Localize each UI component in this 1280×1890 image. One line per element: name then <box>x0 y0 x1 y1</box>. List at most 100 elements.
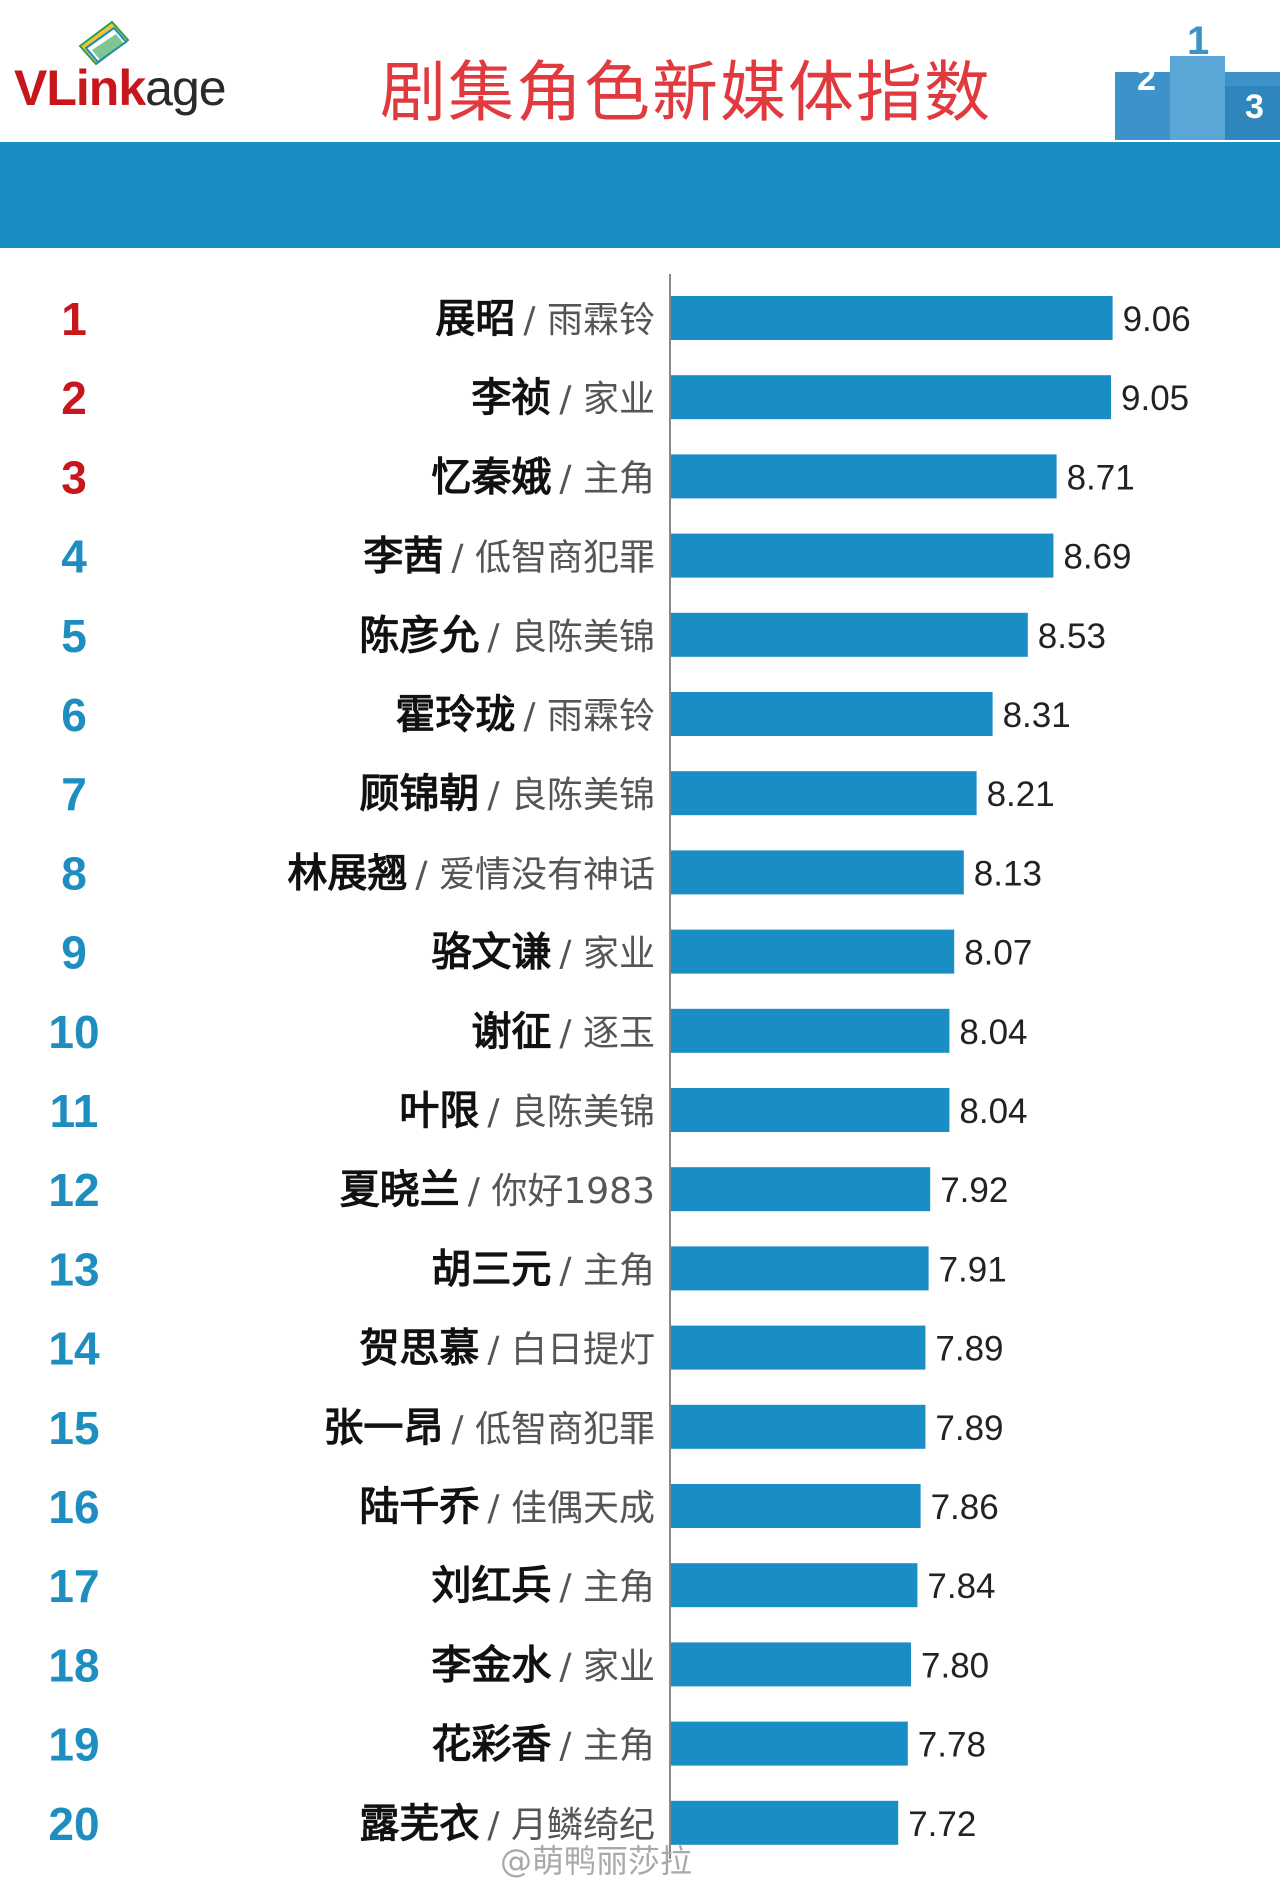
bar <box>671 1404 926 1449</box>
drama-title: 主角 <box>583 458 655 499</box>
bar <box>671 1088 950 1132</box>
bar <box>671 296 1113 340</box>
bar <box>671 1721 908 1766</box>
category-label: 李祯 / 家业 <box>471 375 655 421</box>
podium-rank-3: 3 <box>1245 88 1264 126</box>
chart-row: 16 陆千乔 / 佳偶天成 7.86 <box>48 1481 998 1533</box>
separator: / <box>559 934 583 975</box>
character-name: 叶限 <box>399 1088 479 1134</box>
data-label: 8.13 <box>974 854 1042 893</box>
category-label: 露芜衣 / 月鳞绮纪 <box>359 1801 655 1847</box>
character-name: 李祯 <box>471 375 551 421</box>
chart-row: 4 李茜 / 低智商犯罪 8.69 <box>61 531 1131 583</box>
chart-row: 10 谢征 / 逐玉 8.04 <box>48 1006 1027 1058</box>
category-label: 花彩香 / 主角 <box>431 1722 655 1768</box>
separator: / <box>559 1250 583 1291</box>
separator: / <box>559 379 583 420</box>
bar <box>671 1325 926 1370</box>
rank-label: 10 <box>48 1006 99 1058</box>
separator: / <box>523 696 547 737</box>
bar <box>671 1563 918 1608</box>
chart-row: 11 叶限 / 良陈美锦 8.04 <box>50 1085 1028 1137</box>
data-label: 8.04 <box>959 1092 1027 1131</box>
rank-label: 7 <box>61 768 87 820</box>
chart-row: 14 贺思慕 / 白日提灯 7.89 <box>48 1323 1003 1375</box>
bar <box>671 1800 899 1845</box>
bar <box>671 612 1028 657</box>
drama-title: 主角 <box>583 1567 655 1608</box>
rank-label: 9 <box>61 927 87 979</box>
chart-row: 19 花彩香 / 主角 7.78 <box>48 1719 986 1771</box>
data-label: 9.06 <box>1123 300 1191 339</box>
bar <box>671 1246 929 1291</box>
separator: / <box>415 854 439 895</box>
character-name: 骆文谦 <box>431 930 551 976</box>
separator: / <box>559 458 583 499</box>
chart-row: 13 胡三元 / 主角 7.91 <box>48 1243 1006 1295</box>
category-label: 展昭 / 雨霖铃 <box>435 296 655 342</box>
rank-label: 6 <box>61 689 87 741</box>
rank-label: 3 <box>61 451 87 503</box>
character-name: 花彩香 <box>431 1722 551 1768</box>
category-label: 陆千乔 / 佳偶天成 <box>359 1484 655 1530</box>
character-name: 李茜 <box>363 534 443 580</box>
separator: / <box>559 1013 583 1054</box>
data-label: 7.84 <box>927 1567 995 1606</box>
drama-title: 良陈美锦 <box>511 775 655 816</box>
chart-row: 5 陈彦允 / 良陈美锦 8.53 <box>61 610 1106 662</box>
watermark-text: @萌鸭丽莎拉 <box>500 1842 693 1880</box>
data-label: 8.21 <box>987 775 1055 814</box>
drama-title: 家业 <box>583 379 655 420</box>
separator: / <box>559 1646 583 1687</box>
rank-label: 14 <box>48 1323 100 1375</box>
podium-rank-2: 2 <box>1137 60 1156 98</box>
data-label: 7.92 <box>940 1171 1008 1210</box>
drama-title: 白日提灯 <box>511 1330 655 1371</box>
category-label: 林展翘 / 爱情没有神话 <box>287 850 655 896</box>
separator: / <box>487 1805 511 1846</box>
chart-row: 9 骆文谦 / 家业 8.07 <box>61 927 1032 979</box>
data-label: 7.86 <box>931 1488 999 1527</box>
rank-label: 18 <box>48 1639 99 1691</box>
category-label: 李金水 / 家业 <box>431 1642 655 1688</box>
separator: / <box>523 300 547 341</box>
category-label: 谢征 / 逐玉 <box>471 1009 655 1055</box>
rank-label: 1 <box>61 293 87 345</box>
drama-title: 低智商犯罪 <box>475 538 655 579</box>
character-name: 张一昂 <box>323 1405 443 1451</box>
rank-label: 2 <box>61 372 87 424</box>
category-label: 张一昂 / 低智商犯罪 <box>323 1405 655 1451</box>
rank-label: 5 <box>61 610 87 662</box>
separator: / <box>468 1171 492 1212</box>
subtitle-band <box>0 142 1280 248</box>
separator: / <box>451 538 475 579</box>
drama-title: 家业 <box>583 1646 655 1687</box>
bar <box>671 1484 921 1528</box>
data-label: 7.91 <box>939 1250 1007 1289</box>
logo-text-part1: VLink <box>14 60 146 116</box>
data-label: 7.89 <box>935 1409 1003 1448</box>
rank-label: 4 <box>61 531 87 583</box>
data-label: 7.78 <box>918 1726 986 1765</box>
separator: / <box>451 1409 475 1450</box>
character-name: 夏晓兰 <box>340 1167 460 1213</box>
character-name: 贺思慕 <box>359 1326 479 1372</box>
chart-row: 18 李金水 / 家业 7.80 <box>48 1639 989 1691</box>
data-label: 7.72 <box>908 1805 976 1844</box>
category-label: 李茜 / 低智商犯罪 <box>363 534 655 580</box>
chart-row: 7 顾锦朝 / 良陈美锦 8.21 <box>61 768 1055 820</box>
data-label: 7.80 <box>921 1646 989 1685</box>
bar <box>671 1642 911 1687</box>
data-label: 7.89 <box>935 1330 1003 1369</box>
rank-label: 8 <box>61 847 87 899</box>
logo-cards-icon <box>78 20 130 66</box>
character-name: 李金水 <box>431 1642 552 1688</box>
character-name: 露芜衣 <box>359 1801 479 1847</box>
data-label: 8.69 <box>1063 538 1131 577</box>
rank-label: 11 <box>50 1085 99 1137</box>
separator: / <box>487 775 511 816</box>
data-label: 9.05 <box>1121 379 1189 418</box>
bar <box>671 375 1111 420</box>
drama-title: 主角 <box>583 1726 655 1767</box>
character-name: 霍玲珑 <box>395 692 515 738</box>
